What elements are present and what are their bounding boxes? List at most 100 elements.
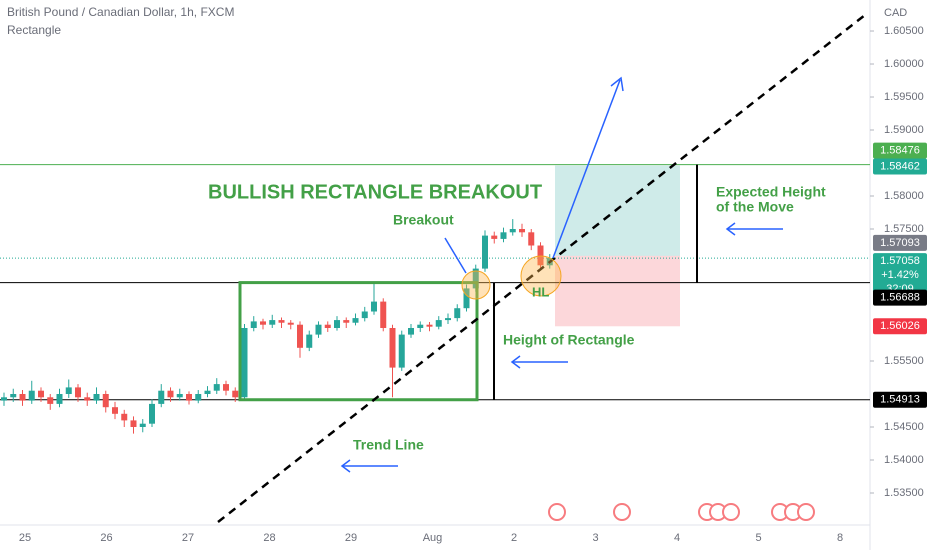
arrow-head [340,459,351,473]
candle-body [75,387,81,398]
chart-subtitle: Rectangle [7,23,61,37]
y-tick-label: 1.58000 [884,190,924,202]
candle-body [528,232,535,246]
y-tick-label: 1.60500 [884,25,924,37]
hl-label: HL [532,284,549,299]
candle-body [47,397,54,404]
breakout-pointer [444,237,467,274]
candle-body [102,393,109,408]
candle-body [232,390,239,398]
candle-body [426,324,433,327]
candle-body [371,301,377,312]
candle-body [121,413,128,421]
loss-zone [555,255,680,327]
y-tick-label: 1.59500 [884,91,924,103]
candle-body [223,384,229,391]
x-tick-label: 5 [755,532,761,544]
candle-body [445,318,451,321]
x-tick-label: 29 [345,532,357,544]
candle-body [380,301,387,329]
candle-body [56,393,63,404]
price-label: 1.57058 [880,255,920,267]
candle-body [334,320,340,329]
arrow-head [610,76,624,92]
x-tick-label: 3 [592,532,598,544]
candle-body [112,407,118,414]
y-tick-label: 1.59000 [884,124,924,136]
candle-body [167,390,174,398]
candle-body [241,328,248,398]
x-tick-label: 4 [674,532,680,544]
x-tick-label: 27 [182,532,194,544]
chart-title: British Pound / Canadian Dollar, 1h, FXC… [7,5,234,19]
price-label: 1.56026 [880,320,920,332]
candle-body [324,324,331,329]
y-tick-label: 1.53500 [884,487,924,499]
breakout-marker [461,270,491,300]
event-icon [548,503,566,521]
price-label: 1.54913 [880,394,920,406]
hl-marker [520,255,562,297]
candle-body [482,235,488,269]
candle-body [454,308,461,319]
candle-body [472,268,479,289]
candle-body [500,232,507,239]
candle-body [398,334,405,368]
candle-body [149,403,155,424]
x-tick-label: 26 [100,532,112,544]
trend-line-label: Trend Line [353,437,424,453]
candle-body [287,322,294,325]
y-tick-label: 1.54500 [884,421,924,433]
y-tick-label: 1.54000 [884,454,924,466]
candle-body [139,423,146,427]
price-label: 1.56688 [880,292,920,304]
price-label: 1.57093 [880,237,920,249]
candle-body [509,229,516,233]
price-label: 1.58476 [880,145,920,157]
candle-body [435,320,442,327]
y-tick-label: 1.57500 [884,223,924,235]
event-icon [613,503,631,521]
candle-body [408,328,414,335]
x-tick-label: Aug [423,532,443,544]
arrow-head [725,222,736,236]
arrow-head [510,355,521,369]
candle-body [417,324,424,329]
headline: BULLISH RECTANGLE BREAKOUT [208,181,542,203]
candle-body [352,318,359,323]
candle-body [278,320,285,323]
candle-body [10,393,17,398]
candle-body [38,390,44,398]
x-tick-label: 8 [837,532,843,544]
y-tick-label: 1.55500 [884,355,924,367]
candle-body [65,387,72,394]
projection-arrow [552,79,621,259]
x-tick-label: 2 [511,532,517,544]
candle-body [158,390,165,404]
candle-body [1,397,7,401]
candle-body [306,334,313,348]
candle-body [519,229,525,233]
candle-body [130,420,137,427]
price-label: 1.58462 [880,160,920,172]
rect-height-label: Height of Rectangle [503,332,635,348]
candle-body [463,288,470,309]
x-tick-label: 25 [19,532,31,544]
currency: CAD [884,7,907,19]
candle-body [537,245,544,266]
price-label-bg [873,234,927,251]
x-tick-label: 28 [263,532,275,544]
candle-body [297,324,303,348]
candle-body [195,393,202,401]
event-icon [722,503,740,521]
price-label-bg [873,142,927,159]
price-label-bg [873,158,927,175]
candle-body [250,321,257,329]
y-tick-label: 1.60000 [884,58,924,70]
move-label: of the Move [716,199,794,215]
candle-body [491,235,498,239]
candle-body [28,390,35,401]
candle-body [315,324,322,335]
candle-body [93,393,100,401]
